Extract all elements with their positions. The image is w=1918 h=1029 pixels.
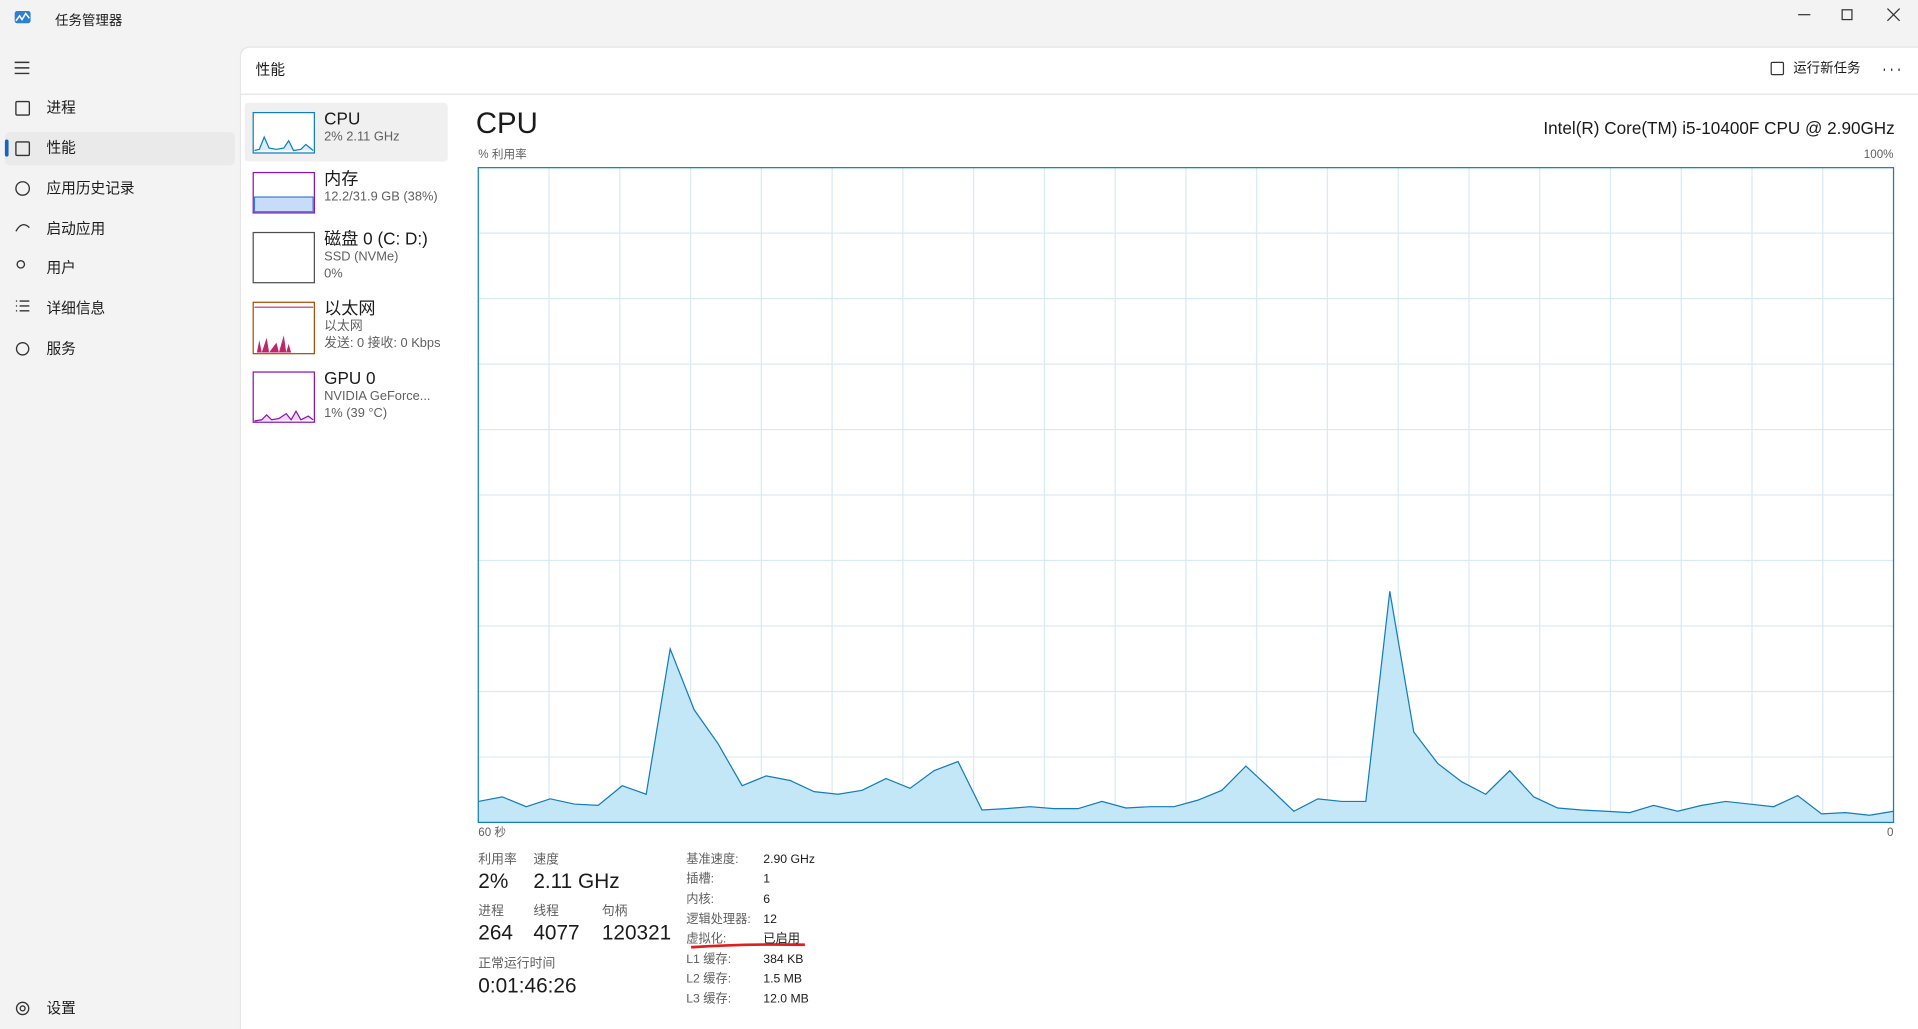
stat-label: 正常运行时间 [478, 956, 556, 972]
disk-thumb [252, 231, 315, 284]
device-name[interactable]: GPU 0 [324, 367, 376, 388]
device-detail: 以太网 [324, 319, 363, 334]
cpu-thumb-line [254, 135, 314, 152]
nav-indicator [4, 139, 9, 157]
nav-selected-bg [4, 132, 235, 166]
spec-value: 1 [763, 872, 771, 887]
main-panel [239, 46, 1918, 1029]
cpu-model: Intel(R) Core(TM) i5-10400F CPU @ 2.90GH… [1543, 118, 1895, 138]
nav-item[interactable]: 服务 [46, 339, 76, 358]
gpu-thumb-line [254, 409, 314, 422]
icon [15, 300, 30, 312]
device-name[interactable]: 以太网 [324, 298, 376, 318]
gpu-thumb [252, 371, 315, 423]
spec-label: L2 缓存: [686, 972, 732, 987]
detail-title: CPU [475, 107, 538, 141]
stat-value: 2% [478, 869, 509, 894]
spec-label: 逻辑处理器: [686, 912, 751, 927]
icon [19, 1005, 26, 1012]
stat-label: 进程 [478, 904, 504, 919]
nav-item[interactable]: 用户 [46, 259, 76, 277]
icon [15, 224, 30, 232]
nav-settings[interactable]: 设置 [46, 999, 76, 1017]
spec-value: 384 KB [763, 952, 804, 967]
x-end-label: 0 [1887, 826, 1894, 840]
stat-label: 速度 [533, 852, 560, 868]
memory-thumb-fill [253, 196, 314, 213]
stat-value: 0:01:46:26 [478, 973, 577, 998]
device-detail: 1% (39 °C) [324, 405, 388, 421]
spec-value: 12.0 MB [763, 992, 809, 1007]
y-axis-label: % 利用率 [478, 148, 527, 162]
device-detail: SSD (NVMe) [324, 249, 399, 264]
area-fill [478, 591, 1894, 823]
spec-value: 2.90 GHz [763, 852, 815, 867]
menu-button[interactable] [14, 61, 30, 75]
stat-value: 120321 [601, 921, 672, 945]
spec-value: 1.5 MB [763, 972, 803, 987]
app-icon-line [15, 12, 30, 22]
spec-value: 12 [763, 912, 777, 927]
icon [16, 259, 26, 269]
stat-label: 线程 [533, 904, 560, 919]
run-task-button[interactable]: 运行新任务 [1793, 61, 1861, 77]
area-line [478, 591, 1894, 816]
nav-item[interactable]: 详细信息 [46, 299, 106, 317]
device-name[interactable]: 磁盘 0 (C: D:) [324, 228, 428, 248]
x-start-label: 60 秒 [478, 826, 507, 840]
spec-label: L1 缓存: [686, 952, 732, 967]
device-name[interactable]: CPU [324, 108, 361, 129]
device-detail: NVIDIA GeForce... [324, 388, 431, 404]
spec-value: 6 [763, 892, 771, 907]
device-detail: 0% [324, 266, 343, 282]
icon [15, 100, 31, 116]
restore-button[interactable] [1841, 9, 1853, 21]
icon [15, 1001, 30, 1016]
y-max-label: 100% [1863, 148, 1894, 162]
stat-label: 句柄 [601, 904, 628, 919]
stat-value: 4077 [533, 921, 580, 945]
run-task-icon[interactable] [1770, 61, 1785, 76]
annotation-underline [691, 943, 805, 949]
spec-label: 内核: [686, 892, 715, 907]
device-name[interactable]: 内存 [324, 168, 359, 188]
nav-item[interactable]: 应用历史记录 [46, 179, 135, 197]
ethernet-thumb-spikes [256, 335, 292, 353]
window-title: 任务管理器 [55, 13, 123, 29]
nav-item[interactable]: 启动应用 [46, 220, 106, 238]
icon [15, 141, 31, 157]
spec-label: 虚拟化: [686, 932, 727, 947]
device-detail: 2% 2.11 GHz [324, 129, 400, 145]
spec-label: 基准速度: [686, 852, 739, 867]
nav-item[interactable]: 性能 [46, 139, 76, 157]
stat-value: 2.11 GHz [533, 869, 620, 894]
device-detail: 发送: 0 接收: 0 Kbps [324, 336, 441, 351]
stat-value: 264 [478, 921, 513, 945]
nav-icons [15, 100, 31, 1016]
icon [15, 181, 31, 196]
spec-label: L3 缓存: [686, 992, 732, 1007]
chart-frame [477, 167, 1895, 824]
device-detail: 12.2/31.9 GB (38%) [324, 189, 438, 205]
icon [15, 341, 30, 356]
stat-label: 利用率 [478, 852, 517, 868]
close-button[interactable] [1886, 8, 1901, 22]
nav-item[interactable]: 进程 [46, 98, 76, 117]
page-title: 性能 [255, 60, 286, 79]
spec-label: 插槽: [686, 872, 715, 887]
spec-value: 已启用 [763, 932, 800, 947]
